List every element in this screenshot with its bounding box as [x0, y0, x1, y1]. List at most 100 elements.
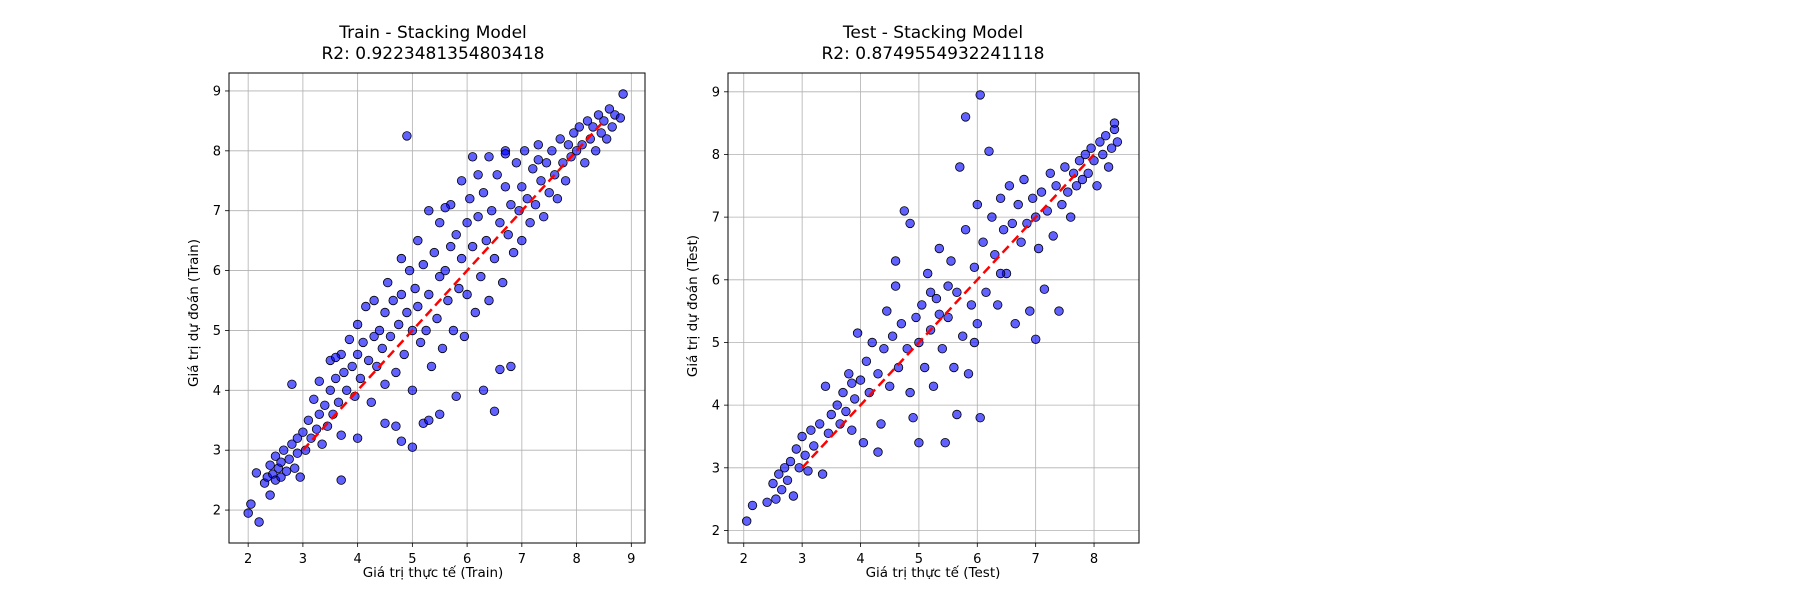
- scatter-point: [325, 385, 336, 396]
- scatter-point: [451, 229, 461, 240]
- scatter-point: [429, 247, 440, 258]
- scatter-point: [391, 367, 401, 378]
- scatter-point: [525, 217, 535, 228]
- scatter-point: [1074, 155, 1085, 166]
- scatter-point: [552, 193, 563, 204]
- scatter-point: [443, 295, 453, 306]
- y-tick-label: 8: [712, 148, 720, 163]
- scatter-point: [820, 381, 831, 392]
- y-tick-label: 3: [712, 461, 720, 476]
- scatter-point: [1019, 174, 1029, 185]
- y-tick-label: 3: [213, 444, 221, 459]
- x-axis-label: Giá trị thực tế (Train): [363, 564, 504, 581]
- scatter-point: [791, 444, 802, 454]
- y-tick-label: 4: [712, 399, 720, 414]
- scatter-point: [785, 456, 796, 467]
- scatter-point: [1033, 243, 1044, 254]
- scatter-point: [981, 287, 991, 298]
- scatter-point: [385, 331, 396, 342]
- scatter-point: [1080, 149, 1091, 160]
- scatter-point: [899, 206, 910, 216]
- scatter-point: [591, 146, 601, 156]
- y-tick-label: 2: [712, 524, 720, 539]
- scatter-point: [1112, 137, 1123, 147]
- scatter-point: [426, 361, 437, 372]
- scatter-point: [495, 364, 505, 375]
- y-tick-label: 4: [213, 384, 221, 399]
- scatter-point: [506, 361, 516, 372]
- scatter-point: [797, 431, 807, 442]
- scatter-point: [473, 170, 483, 180]
- scatter-point: [287, 379, 297, 390]
- scatter-point: [809, 441, 819, 451]
- scatter-point: [742, 516, 752, 526]
- scatter-point: [596, 128, 606, 138]
- scatter-point: [873, 369, 883, 379]
- scatter-point: [771, 494, 781, 504]
- x-tick-label: 8: [1090, 552, 1098, 567]
- scatter-point: [574, 122, 585, 132]
- scatter-point: [254, 517, 264, 527]
- scatter-point: [885, 381, 895, 392]
- scatter-point: [541, 158, 552, 168]
- scatter-point: [462, 217, 472, 228]
- scatter-point: [940, 438, 950, 448]
- scatter-point: [478, 187, 489, 198]
- scatter-point: [928, 381, 939, 392]
- scatter-point: [539, 211, 549, 222]
- scatter-point: [536, 176, 546, 186]
- scatter-point: [352, 319, 363, 330]
- y-tick-label: 5: [213, 324, 221, 339]
- scatter-points: [243, 89, 628, 527]
- scatter-point: [1007, 218, 1018, 229]
- scatter-point: [563, 140, 574, 150]
- scatter-point: [998, 224, 1009, 235]
- scatter-point: [276, 472, 286, 482]
- scatter-point: [413, 235, 423, 246]
- x-tick-label: 3: [798, 552, 806, 567]
- scatter-point: [826, 409, 837, 420]
- scatter-point: [394, 319, 404, 330]
- scatter-point: [396, 436, 407, 446]
- scatter-point: [544, 187, 554, 198]
- scatter-point: [1103, 162, 1114, 172]
- scatter-point: [975, 90, 985, 100]
- scatter-point: [352, 433, 363, 443]
- scatter-point: [344, 334, 355, 345]
- scatter-point: [517, 235, 527, 246]
- scatter-point: [607, 122, 617, 132]
- scatter-point: [331, 373, 341, 384]
- scatter-point: [1071, 181, 1082, 191]
- scatter-point: [454, 283, 464, 294]
- y-tick-label: 8: [213, 144, 221, 159]
- scatter-point: [934, 243, 945, 254]
- scatter-point: [402, 307, 412, 318]
- scatter-point: [363, 355, 374, 366]
- scatter-point: [788, 491, 799, 501]
- scatter-point: [887, 331, 898, 341]
- scatter-point: [972, 199, 983, 210]
- scatter-point: [618, 89, 628, 99]
- scatter-point: [800, 450, 810, 461]
- y-tick-label: 9: [213, 84, 221, 99]
- scatter-point: [1063, 187, 1073, 197]
- scatter-point: [366, 397, 377, 408]
- scatter-point: [779, 463, 790, 473]
- scatter-point: [1077, 174, 1088, 185]
- scatter-point: [478, 385, 489, 396]
- scatter-point: [969, 337, 980, 348]
- scatter-point: [396, 289, 407, 300]
- scatter-point: [448, 325, 459, 336]
- scatter-point: [1092, 181, 1102, 191]
- scatter-point: [762, 497, 772, 508]
- scatter-point: [1106, 143, 1117, 153]
- scatter-point: [817, 469, 828, 479]
- scatter-point: [1027, 193, 1038, 204]
- scatter-point: [519, 146, 530, 156]
- scatter-point: [484, 295, 494, 306]
- train-chart: Train - Stacking Model R2: 0.92234813548…: [186, 23, 646, 581]
- scatter-point: [467, 241, 478, 252]
- scatter-point: [876, 419, 886, 429]
- scatter-point: [972, 319, 983, 329]
- scatter-point: [969, 262, 980, 273]
